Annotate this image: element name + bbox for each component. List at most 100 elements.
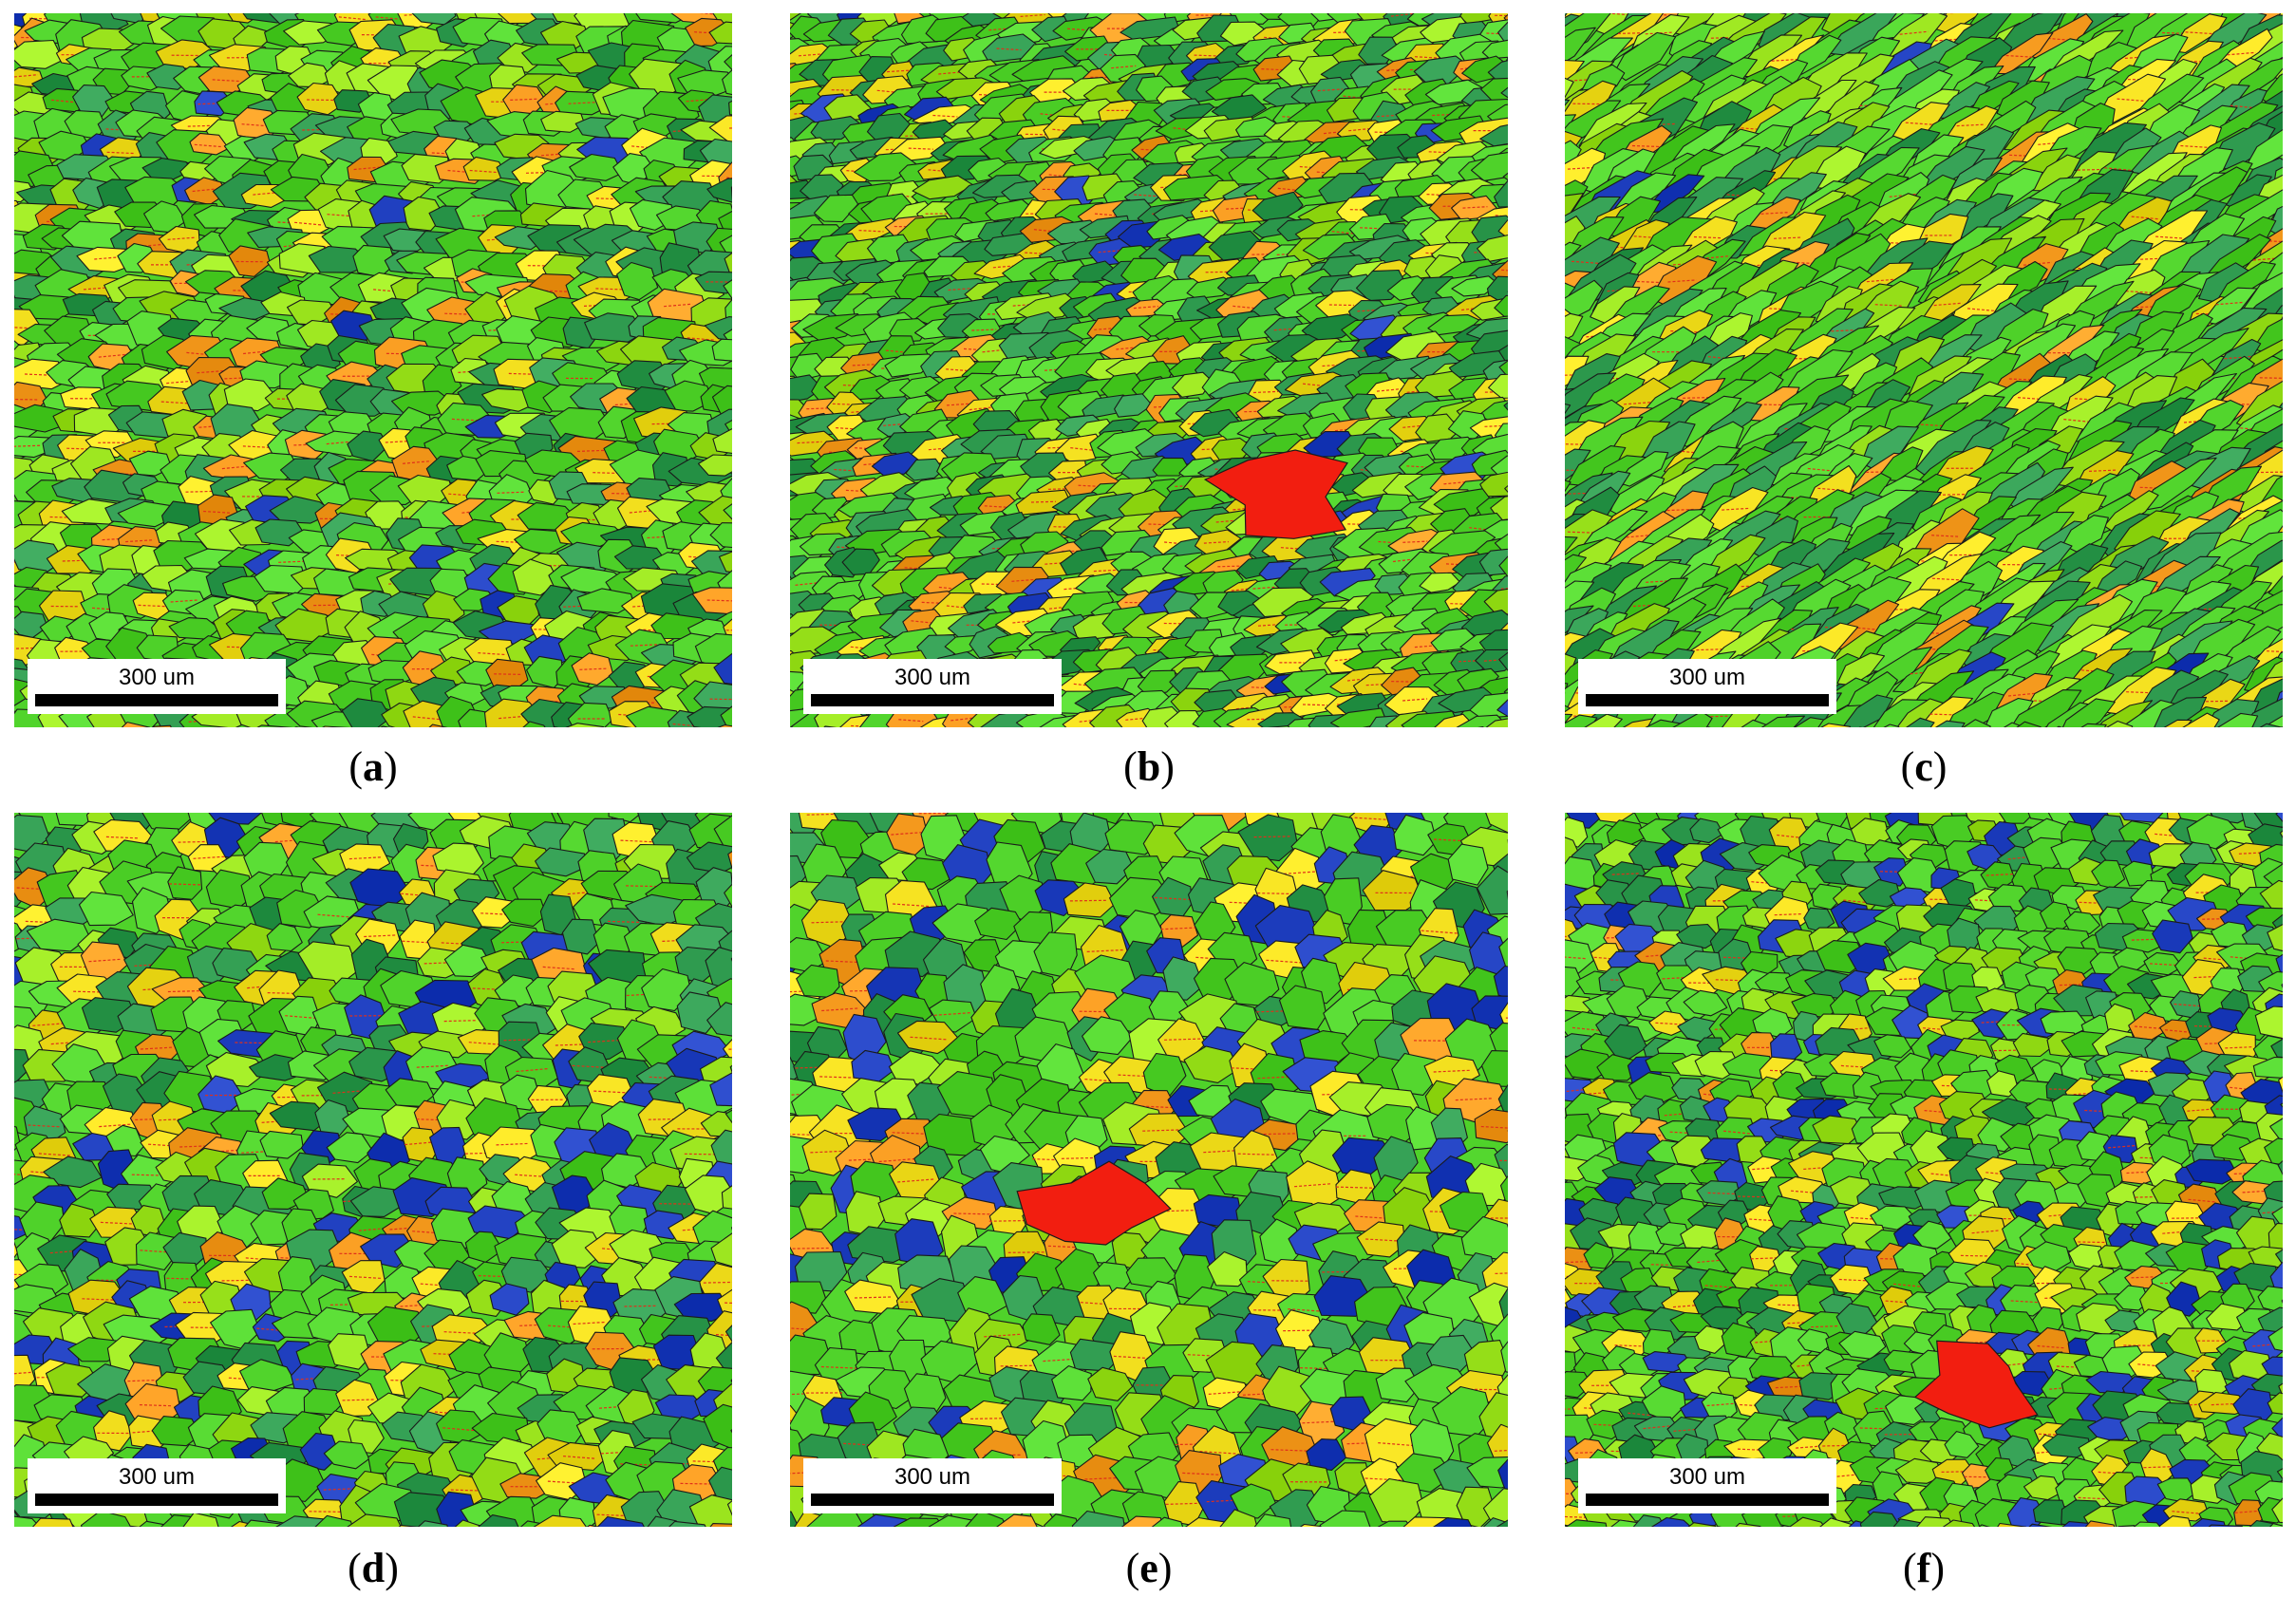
twin-boundary: [1133, 306, 1158, 310]
twin-boundary: [1771, 58, 1800, 62]
twin-boundary: [887, 69, 913, 73]
grain: [1481, 39, 1508, 60]
twin-boundary: [946, 403, 972, 406]
twin-boundary: [595, 288, 625, 291]
grain: [706, 178, 732, 203]
grain: [718, 551, 732, 573]
grain: [1906, 717, 1935, 727]
grain: [709, 522, 732, 549]
grain: [1471, 215, 1508, 244]
grain: [1794, 717, 1825, 727]
twin-boundary: [338, 16, 367, 21]
grain: [724, 53, 732, 71]
grain: [712, 427, 732, 454]
twin-boundary: [1317, 88, 1343, 92]
grain: [256, 724, 293, 727]
grain: [1584, 713, 1623, 727]
twin-boundary: [14, 444, 43, 447]
grain: [723, 503, 732, 520]
grain: [711, 385, 732, 418]
grain: [1137, 669, 1178, 697]
twin-boundary: [568, 102, 597, 104]
scale-bar-a: 300 um: [28, 659, 286, 714]
twin-boundary: [706, 599, 732, 602]
twin-boundary: [1331, 231, 1357, 235]
twin-boundary: [1817, 487, 1847, 492]
grain: [1934, 720, 1966, 727]
twin-boundary: [494, 673, 523, 675]
twin-boundary: [2104, 167, 2134, 172]
twin-boundary: [125, 539, 155, 543]
grain: [1494, 533, 1508, 551]
grain: [687, 705, 732, 727]
twin-boundary: [725, 629, 732, 631]
twin-boundary: [1567, 166, 1597, 170]
grain: [462, 156, 507, 181]
twin-boundary: [1011, 578, 1037, 582]
twin-boundary: [1020, 13, 1045, 17]
grain: [723, 279, 732, 300]
twin-boundary: [1967, 308, 1997, 312]
grain: [849, 375, 895, 401]
grain: [2097, 700, 2154, 727]
twin-boundary: [1866, 278, 1895, 283]
twin-boundary: [497, 491, 526, 494]
twin-boundary: [969, 406, 994, 411]
twin-boundary: [858, 230, 884, 233]
scale-bar-c: 300 um: [1578, 659, 1836, 714]
twin-boundary: [2266, 650, 2283, 653]
grain: [2163, 719, 2192, 727]
twin-boundary: [996, 47, 1022, 51]
scale-bar-line-b: [811, 694, 1054, 706]
grain: [1267, 724, 1290, 727]
twin-boundary: [2131, 216, 2160, 220]
twin-boundary: [353, 166, 383, 171]
grain: [1645, 719, 1681, 727]
twin-boundary: [795, 582, 820, 586]
grain: [1494, 179, 1508, 208]
twin-boundary: [687, 337, 716, 341]
grain: [905, 458, 945, 481]
grain: [2182, 712, 2220, 727]
grain: [2080, 723, 2107, 727]
grain: [1488, 373, 1508, 400]
twin-boundary: [579, 667, 609, 670]
twin-boundary: [1696, 648, 1725, 651]
grain: [1492, 259, 1508, 282]
twin-boundary: [1956, 123, 1985, 127]
ebsd-map-d: [14, 813, 732, 1527]
twin-boundary: [1565, 374, 1574, 376]
twin-boundary: [106, 151, 136, 155]
twin-boundary: [2155, 235, 2185, 239]
twin-boundary: [1376, 388, 1402, 392]
grain: [223, 378, 279, 412]
twin-boundary: [1571, 260, 1601, 264]
twin-boundary: [1722, 507, 1751, 511]
scale-bar-line-c: [1586, 694, 1829, 706]
grain: [1565, 114, 1576, 134]
panel-caption-b: (b): [1123, 743, 1175, 790]
grain: [1565, 404, 1571, 415]
grain: [1479, 124, 1508, 147]
grain: [2259, 723, 2283, 727]
grain: [616, 261, 659, 301]
twin-boundary: [1933, 302, 1963, 307]
grain: [1496, 699, 1508, 718]
grain: [1470, 151, 1508, 181]
grain: [813, 194, 859, 223]
grain: [1483, 588, 1508, 617]
grain: [1469, 692, 1508, 719]
scale-bar-label-c: 300 um: [1668, 665, 1746, 690]
twin-boundary: [798, 53, 824, 57]
twin-boundary: [1217, 565, 1243, 568]
twin-boundary: [1414, 56, 1440, 59]
grain: [717, 724, 732, 727]
grain: [569, 153, 624, 181]
twin-boundary: [2008, 692, 2038, 697]
grain: [1478, 548, 1508, 576]
grain: [283, 20, 334, 46]
twin-boundary: [2215, 301, 2245, 306]
grain: [1497, 218, 1508, 239]
grain: [871, 451, 919, 477]
grain: [912, 175, 974, 200]
